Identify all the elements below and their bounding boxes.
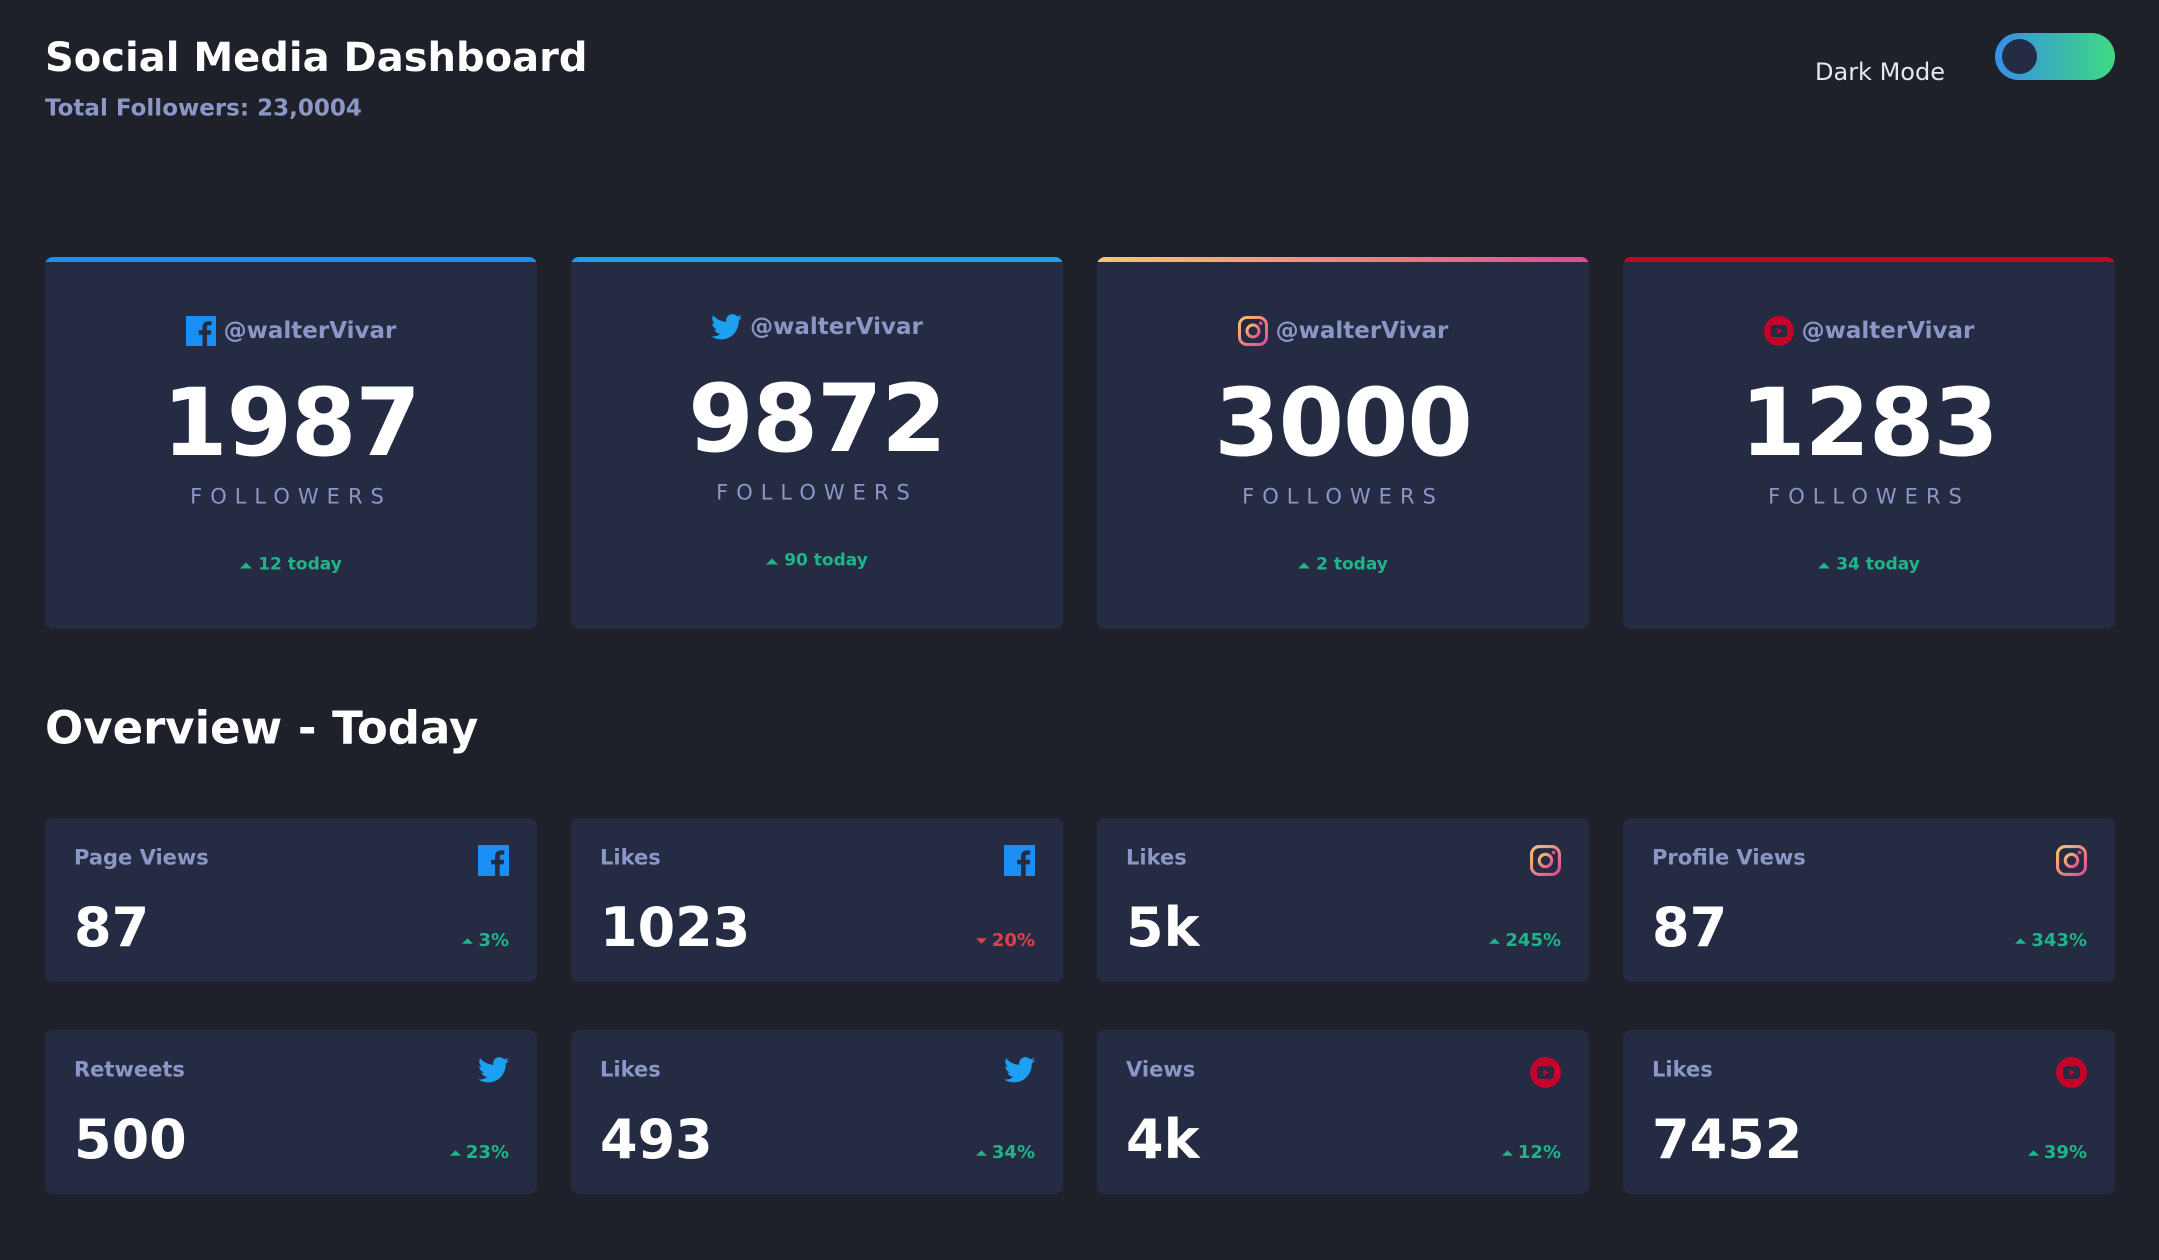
metric-change: 245% [1505,930,1561,951]
metric-change: 343% [2031,930,2087,951]
youtube-icon [2056,1057,2087,1088]
metric-change: 20% [991,930,1035,951]
youtube-icon [1530,1057,1561,1088]
metric-label: Retweets [74,1057,185,1082]
up-arrow [2015,938,2026,944]
toggle-knob [2002,39,2037,74]
follower-count: 9872 [688,365,947,474]
metric-label: Likes [1652,1057,1713,1082]
card-accent [571,257,1063,262]
followers-label: FOLLOWERS [190,484,392,509]
metric-value: 5k [1126,896,1200,959]
overview-card: Page Views 87 3% [45,818,537,982]
overview-card: Likes 5k 245% [1097,818,1589,982]
instagram-icon [1238,316,1268,346]
facebook-icon [186,316,216,346]
card-accent [45,257,537,262]
overview-card: Profile Views 87 343% [1623,818,2115,982]
up-arrow [2028,1150,2039,1156]
handle: @walterVivar [750,313,923,340]
metric-change: 34% [991,1142,1035,1163]
follower-count: 1283 [1740,369,1999,478]
dashboard-title: Social Media Dashboard [45,35,588,81]
follower-card: @walterVivar 1283 FOLLOWERS 34 today [1623,257,2115,629]
metric-label: Likes [1126,845,1187,870]
metric-label: Likes [600,845,661,870]
metric-value: 4k [1126,1108,1200,1171]
handle: @walterVivar [1275,317,1449,344]
up-arrow [1818,562,1830,568]
card-accent [1097,257,1589,262]
metric-value: 493 [600,1108,713,1171]
today-change: 34 today [1836,554,1920,575]
follower-count: 1987 [162,369,421,478]
twitter-icon [478,1057,509,1083]
overview-title: Overview - Today [45,701,479,755]
toggle-label: Dark Mode [1815,58,1945,86]
up-arrow [766,558,778,564]
metric-change: 3% [478,930,509,951]
overview-card: Likes 493 34% [571,1030,1063,1194]
overview-card: Likes 1023 20% [571,818,1063,982]
follower-card: @walterVivar 1987 FOLLOWERS 12 today [45,257,537,629]
up-arrow [1298,562,1310,568]
up-arrow [462,938,473,944]
metric-change: 12% [1517,1142,1561,1163]
follower-count: 3000 [1214,369,1473,478]
metric-change: 39% [2043,1142,2087,1163]
metric-value: 1023 [600,896,751,959]
follower-card: @walterVivar 9872 FOLLOWERS 90 today [571,257,1063,629]
overview-card: Likes 7452 39% [1623,1030,2115,1194]
overview-card: Retweets 500 23% [45,1030,537,1194]
up-arrow [1489,938,1500,944]
metric-label: Profile Views [1652,845,1806,870]
metric-label: Views [1126,1057,1196,1082]
total-followers: Total Followers: 23,0004 [45,95,362,122]
twitter-icon [711,314,742,340]
down-arrow [976,938,987,944]
today-change: 2 today [1316,554,1388,575]
followers-label: FOLLOWERS [1768,484,1970,509]
overview-card: Views 4k 12% [1097,1030,1589,1194]
metric-value: 500 [74,1108,187,1171]
metric-label: Page Views [74,845,209,870]
facebook-icon [478,845,509,876]
up-arrow [976,1150,987,1156]
followers-label: FOLLOWERS [716,480,918,505]
metric-value: 7452 [1652,1108,1803,1171]
today-change: 12 today [258,554,342,575]
metric-change: 23% [465,1142,509,1163]
card-accent [1623,257,2115,262]
up-arrow [450,1150,461,1156]
dark-mode-toggle[interactable] [1995,33,2115,80]
youtube-icon [1764,316,1794,346]
metric-label: Likes [600,1057,661,1082]
handle: @walterVivar [223,317,397,344]
metric-value: 87 [74,896,150,959]
instagram-icon [2056,845,2087,876]
facebook-icon [1004,845,1035,876]
instagram-icon [1530,845,1561,876]
handle: @walterVivar [1801,317,1975,344]
today-change: 90 today [784,550,868,571]
up-arrow [240,562,252,568]
follower-card: @walterVivar 3000 FOLLOWERS 2 today [1097,257,1589,629]
up-arrow [1502,1150,1513,1156]
twitter-icon [1004,1057,1035,1083]
followers-label: FOLLOWERS [1242,484,1444,509]
metric-value: 87 [1652,896,1728,959]
